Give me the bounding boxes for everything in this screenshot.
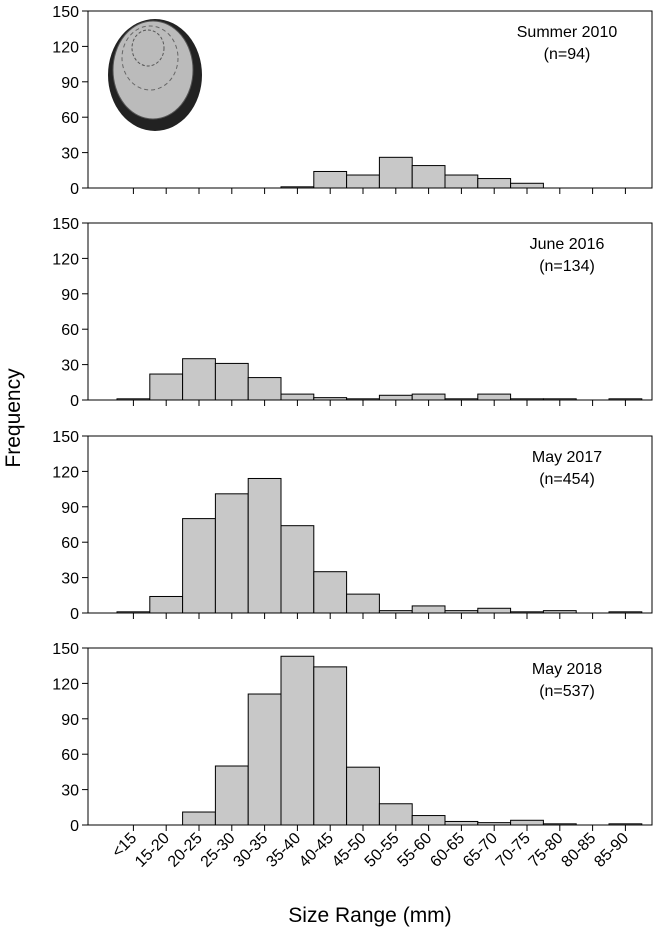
x-tick-label: 40-45: [296, 830, 337, 871]
y-tick-label: 90: [61, 75, 79, 92]
y-axis-label: Frequency: [2, 368, 25, 468]
plot-frame: [87, 222, 653, 401]
bar: [378, 803, 413, 826]
panel-subtitle: (n=94): [544, 46, 591, 63]
y-tick-label: 90: [61, 712, 79, 729]
shell-ring: [131, 29, 165, 67]
plot-frame: [87, 10, 653, 189]
panel-subtitle: (n=134): [539, 258, 595, 275]
x-axis-label: Size Range (mm): [288, 904, 451, 927]
y-tick-label: 90: [61, 500, 79, 517]
x-tick-label: 75-80: [526, 830, 567, 871]
y-tick-label: 60: [61, 535, 79, 552]
bar: [510, 182, 544, 189]
x-tick-label: 55-60: [394, 830, 435, 871]
bar: [477, 393, 512, 401]
y-tick-label: 150: [52, 216, 79, 233]
bar: [411, 165, 446, 189]
y-tick-label: 60: [61, 747, 79, 764]
y-tick-label: 150: [52, 641, 79, 658]
y-tick-label: 60: [61, 110, 79, 127]
panel-title: June 2016: [530, 236, 605, 253]
x-tick-label: 30-35: [230, 830, 271, 871]
y-tick-label: 30: [61, 571, 79, 588]
bar: [411, 815, 446, 826]
shell-inner: [112, 20, 194, 120]
x-tick-label: 20-25: [165, 830, 206, 871]
x-tick-label: 70-75: [493, 830, 534, 871]
x-tick-label: 45-50: [329, 830, 370, 871]
bar: [510, 819, 544, 826]
bar: [214, 493, 249, 614]
panel-title: May 2018: [532, 661, 602, 678]
bar: [346, 174, 380, 189]
bar: [477, 607, 512, 614]
x-tick-label: 60-65: [427, 830, 468, 871]
x-tick-label: 25-30: [198, 830, 239, 871]
bar: [247, 693, 282, 826]
y-tick-label: 0: [70, 606, 79, 623]
bar: [346, 593, 380, 614]
y-tick-label: 120: [52, 676, 79, 693]
bar: [477, 178, 512, 189]
y-tick-label: 0: [70, 818, 79, 835]
x-tick-label: 15-20: [132, 830, 173, 871]
panel-title: May 2017: [532, 449, 602, 466]
bar: [280, 655, 315, 826]
x-tick-label: 50-55: [362, 830, 403, 871]
bar: [411, 605, 446, 614]
bar: [280, 393, 315, 401]
y-tick-label: 120: [52, 251, 79, 268]
bar: [182, 518, 216, 614]
panel-subtitle: (n=454): [539, 471, 595, 488]
bar: [411, 393, 446, 401]
bar: [313, 170, 348, 189]
bar: [214, 362, 249, 401]
x-tick-label: 85-90: [591, 830, 632, 871]
bar: [378, 156, 413, 189]
y-tick-label: 30: [61, 783, 79, 800]
bar: [182, 358, 216, 401]
y-tick-label: 150: [52, 429, 79, 446]
x-tick-label: 65-70: [460, 830, 501, 871]
plot-frame: [87, 435, 653, 614]
y-tick-label: 30: [61, 146, 79, 163]
y-tick-label: 90: [61, 287, 79, 304]
shell-ring: [121, 25, 179, 91]
y-tick-label: 150: [52, 4, 79, 21]
y-tick-label: 60: [61, 322, 79, 339]
bar: [247, 477, 282, 614]
bar: [378, 394, 413, 401]
shell-illustration: [108, 19, 202, 131]
bar: [214, 765, 249, 826]
bar: [444, 820, 479, 826]
bar: [444, 174, 479, 189]
y-tick-label: 120: [52, 464, 79, 481]
y-tick-label: 0: [70, 393, 79, 410]
x-tick-label: 35-40: [263, 830, 304, 871]
bar: [346, 766, 380, 826]
bar: [247, 377, 282, 401]
plot-frame: [87, 647, 653, 826]
x-tick-label: 80-85: [558, 830, 599, 871]
bar: [313, 571, 348, 614]
y-tick-label: 0: [70, 181, 79, 198]
bar: [280, 525, 315, 614]
bar: [149, 595, 184, 614]
bar: [313, 666, 348, 826]
y-tick-label: 120: [52, 39, 79, 56]
y-tick-label: 30: [61, 358, 79, 375]
panel-title: Summer 2010: [517, 24, 618, 41]
panel-subtitle: (n=537): [539, 683, 595, 700]
bar: [182, 811, 216, 826]
bar: [149, 373, 184, 401]
